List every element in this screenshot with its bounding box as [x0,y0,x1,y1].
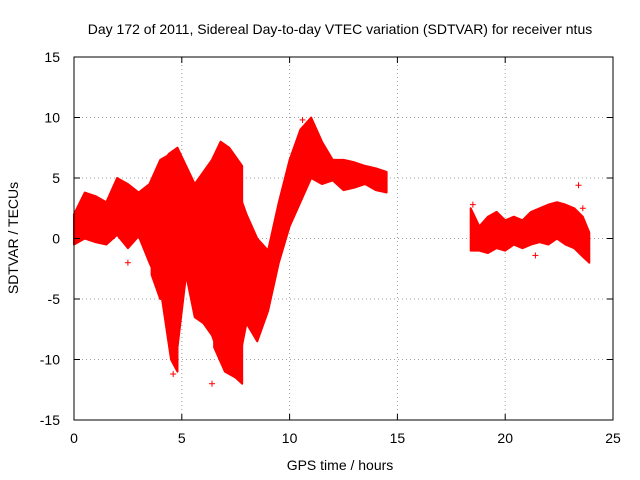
grid-lines [74,57,613,420]
y-tick-label: 15 [44,49,60,65]
y-tick-label: 10 [44,110,60,126]
y-tick-label: 5 [52,170,60,186]
scatter-point [579,205,586,212]
scatter-band-pass-d [469,201,591,264]
x-tick-label: 10 [282,430,298,446]
y-tick-label: -15 [40,412,60,428]
data-points [73,116,591,387]
x-tick-label: 20 [497,430,513,446]
y-axis-title: SDTVAR / TECUs [5,182,21,294]
scatter-point [208,380,215,387]
x-tick-label: 5 [178,430,186,446]
scatter-point [575,182,582,189]
x-axis-title: GPS time / hours [287,457,394,473]
scatter-point [170,371,177,378]
x-tick-label: 15 [390,430,406,446]
scatter-point [299,116,306,123]
chart-title: Day 172 of 2011, Sidereal Day-to-day VTE… [88,21,592,37]
scatter-band-pass-c [213,116,388,379]
tick-labels: 0 5 10 15 20 25 15 10 5 0 -5 -10 -15 [40,49,621,446]
x-tick-label: 25 [605,430,621,446]
scatter-point [469,201,476,208]
y-tick-label: 0 [52,231,60,247]
y-tick-label: -10 [40,352,60,368]
scatter-point [532,252,539,259]
axis-ticks [73,56,614,421]
x-tick-label: 0 [70,430,78,446]
scatter-point [124,259,131,266]
y-tick-label: -5 [48,291,61,307]
